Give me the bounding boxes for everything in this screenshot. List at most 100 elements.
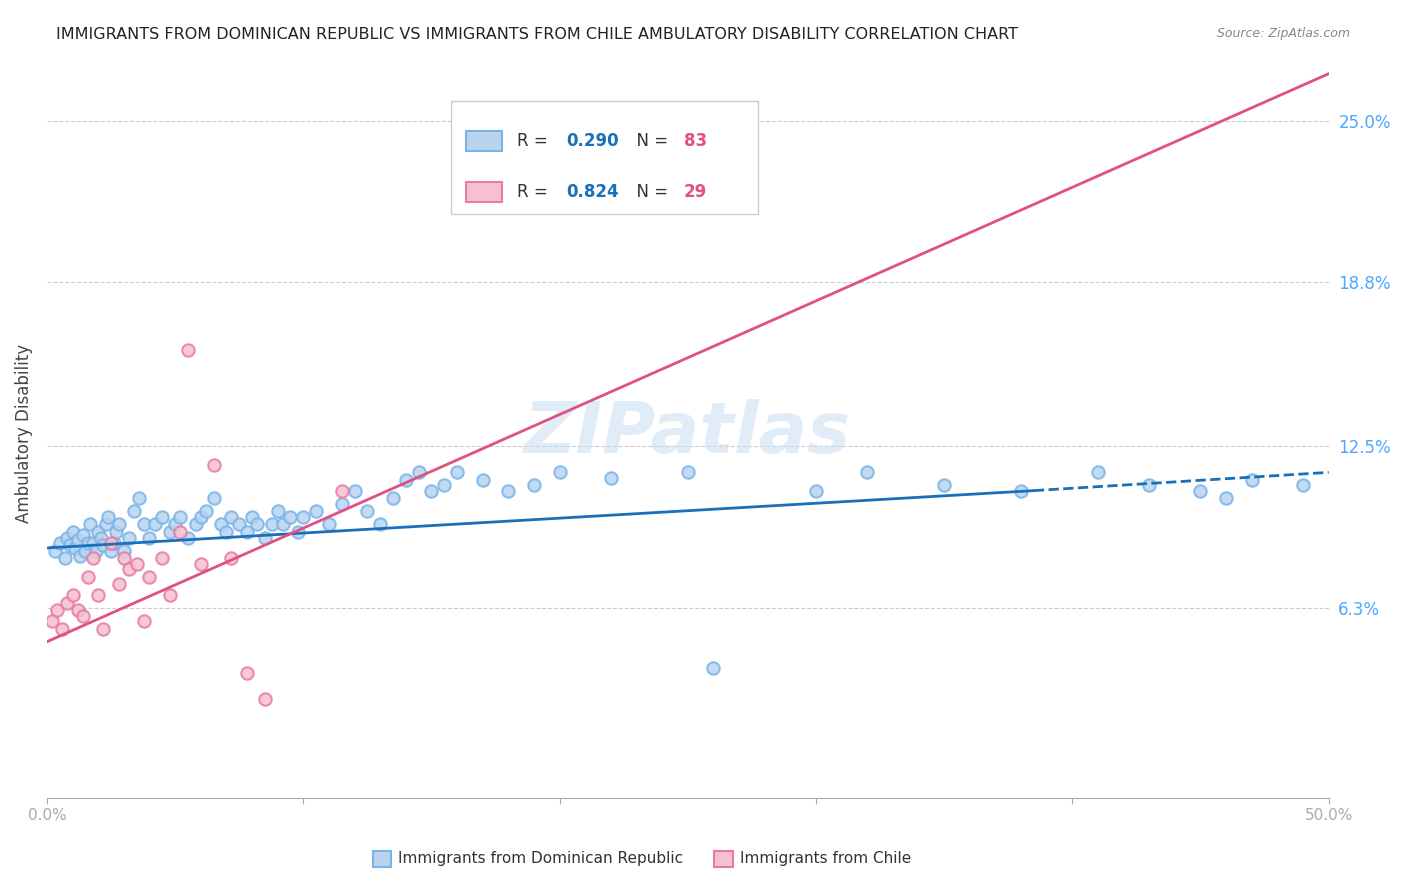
Point [169, 525, 191, 540]
Point [82, 551, 104, 566]
Point [112, 543, 135, 558]
Y-axis label: Ambulatory Disability: Ambulatory Disability [15, 343, 32, 523]
Point [134, 517, 156, 532]
Point [408, 466, 430, 480]
Point [1010, 483, 1032, 498]
Point [165, 517, 187, 532]
Point [77, 535, 100, 549]
Point [118, 562, 141, 576]
Point [458, 170, 481, 185]
Point [128, 491, 150, 506]
Text: Immigrants from Chile: Immigrants from Chile [740, 852, 911, 866]
Point [56, 596, 79, 610]
Point [194, 504, 217, 518]
Point [202, 491, 225, 506]
Point [253, 692, 276, 706]
Text: R =: R = [517, 132, 554, 150]
Point [1087, 466, 1109, 480]
Point [143, 517, 166, 532]
Point [676, 466, 699, 480]
Point [100, 535, 122, 549]
Point [84, 543, 107, 558]
Point [932, 478, 955, 492]
Point [103, 535, 125, 549]
Point [150, 509, 173, 524]
Point [159, 588, 181, 602]
Point [804, 483, 827, 498]
Point [253, 531, 276, 545]
Point [262, 517, 284, 532]
Point [368, 517, 391, 532]
Point [318, 517, 340, 532]
Point [77, 569, 100, 583]
Point [215, 525, 238, 540]
Point [221, 551, 243, 566]
Point [343, 483, 366, 498]
Point [59, 538, 82, 552]
Point [548, 466, 571, 480]
Point [177, 343, 200, 357]
Point [138, 569, 160, 583]
Text: 83: 83 [683, 132, 707, 150]
FancyBboxPatch shape [465, 182, 502, 202]
Point [330, 483, 353, 498]
Point [190, 509, 212, 524]
Point [420, 483, 443, 498]
Text: N =: N = [626, 132, 673, 150]
Point [66, 533, 89, 548]
Point [240, 509, 263, 524]
Point [62, 588, 84, 602]
Point [107, 517, 129, 532]
Point [91, 622, 114, 636]
Point [381, 491, 404, 506]
Point [72, 528, 94, 542]
Text: IMMIGRANTS FROM DOMINICAN REPUBLIC VS IMMIGRANTS FROM CHILE AMBULATORY DISABILIT: IMMIGRANTS FROM DOMINICAN REPUBLIC VS IM… [56, 27, 1018, 42]
Point [56, 531, 79, 545]
Point [395, 473, 418, 487]
Point [91, 538, 114, 552]
Point [105, 525, 128, 540]
Point [112, 551, 135, 566]
Text: R =: R = [517, 183, 554, 201]
Point [1240, 473, 1263, 487]
Point [53, 551, 76, 566]
Point [1215, 491, 1237, 506]
Point [48, 535, 70, 549]
Point [169, 509, 191, 524]
Point [100, 543, 122, 558]
Point [1137, 478, 1160, 492]
Text: Source: ZipAtlas.com: Source: ZipAtlas.com [1216, 27, 1350, 40]
Text: N =: N = [626, 183, 673, 201]
Point [90, 531, 112, 545]
Point [72, 608, 94, 623]
Point [87, 588, 110, 602]
Point [63, 541, 86, 555]
Point [271, 517, 294, 532]
Point [75, 543, 97, 558]
Point [97, 509, 120, 524]
Text: Immigrants from Dominican Republic: Immigrants from Dominican Republic [398, 852, 683, 866]
Point [1189, 483, 1212, 498]
Point [177, 531, 200, 545]
Point [599, 470, 621, 484]
Point [184, 517, 207, 532]
Point [330, 497, 353, 511]
Point [246, 517, 269, 532]
Point [221, 509, 243, 524]
FancyBboxPatch shape [451, 102, 758, 214]
Point [356, 504, 378, 518]
Point [66, 603, 89, 617]
Point [202, 458, 225, 472]
Point [41, 614, 63, 628]
Point [118, 531, 141, 545]
Point [51, 622, 73, 636]
Text: 29: 29 [683, 183, 707, 201]
Point [87, 525, 110, 540]
Point [702, 661, 724, 675]
Point [305, 504, 328, 518]
Point [287, 525, 309, 540]
Point [150, 551, 173, 566]
Point [94, 517, 117, 532]
Point [46, 603, 69, 617]
Point [228, 517, 250, 532]
